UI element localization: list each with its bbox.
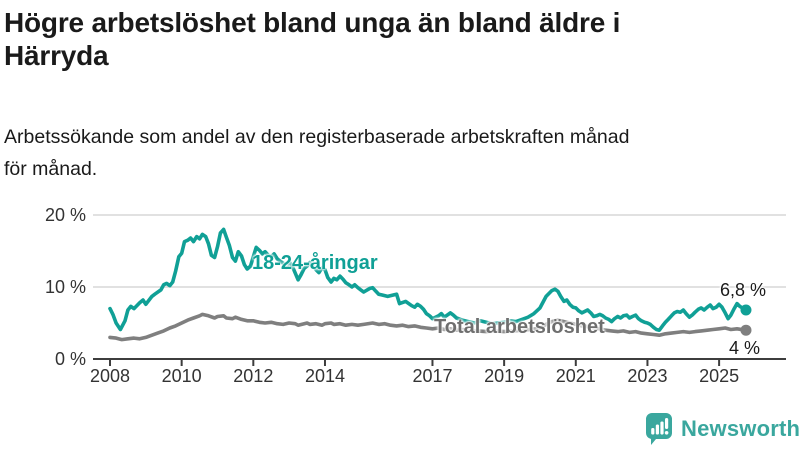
series-label-youth: 18-24-åringar xyxy=(252,252,378,274)
newsworthy-logo: Newsworthy xyxy=(645,412,800,446)
x-axis-tick-label: 2017 xyxy=(412,366,452,386)
line-youth-unemployment xyxy=(108,227,748,333)
x-axis-tick-label: 2023 xyxy=(627,366,667,386)
series-label-total: Total arbetslöshet xyxy=(434,316,605,338)
x-axis-tick-label: 2021 xyxy=(556,366,596,386)
x-axis-tick-label: 2019 xyxy=(484,366,524,386)
page-title-line2: Härryda xyxy=(4,40,109,71)
x-axis-tick-label: 2010 xyxy=(162,366,202,386)
bar-chart-glyph xyxy=(651,418,669,435)
page-title: Högre arbetslöshet bland unga än bland ä… xyxy=(4,6,794,72)
end-dot-total xyxy=(740,324,752,336)
end-value-label-total: 4 % xyxy=(729,338,761,358)
x-axis-tick-label: 2012 xyxy=(233,366,273,386)
end-value-label-youth: 6,8 % xyxy=(720,280,767,300)
x-axis-tick-label: 2025 xyxy=(699,366,739,386)
y-axis-tick-label: 0 % xyxy=(55,349,86,369)
y-axis-tick-label: 10 % xyxy=(45,277,86,297)
page-subtitle-line2: för månad. xyxy=(4,158,98,180)
x-axis-tick-label: 2008 xyxy=(90,366,130,386)
newsworthy-logo-icon xyxy=(645,413,672,445)
y-axis-tick-label: 20 % xyxy=(45,205,86,225)
newsworthy-logo-text: Newsworthy xyxy=(681,416,800,441)
x-axis-tick-label: 2014 xyxy=(305,366,345,386)
page-title-line1: Högre arbetslöshet bland unga än bland ä… xyxy=(4,7,621,38)
page-subtitle-line1: Arbetssökande som andel av den registerb… xyxy=(4,126,630,148)
line-total-unemployment xyxy=(108,312,748,342)
end-dot-youth xyxy=(740,304,752,316)
page-subtitle: Arbetssökande som andel av den registerb… xyxy=(4,121,794,185)
